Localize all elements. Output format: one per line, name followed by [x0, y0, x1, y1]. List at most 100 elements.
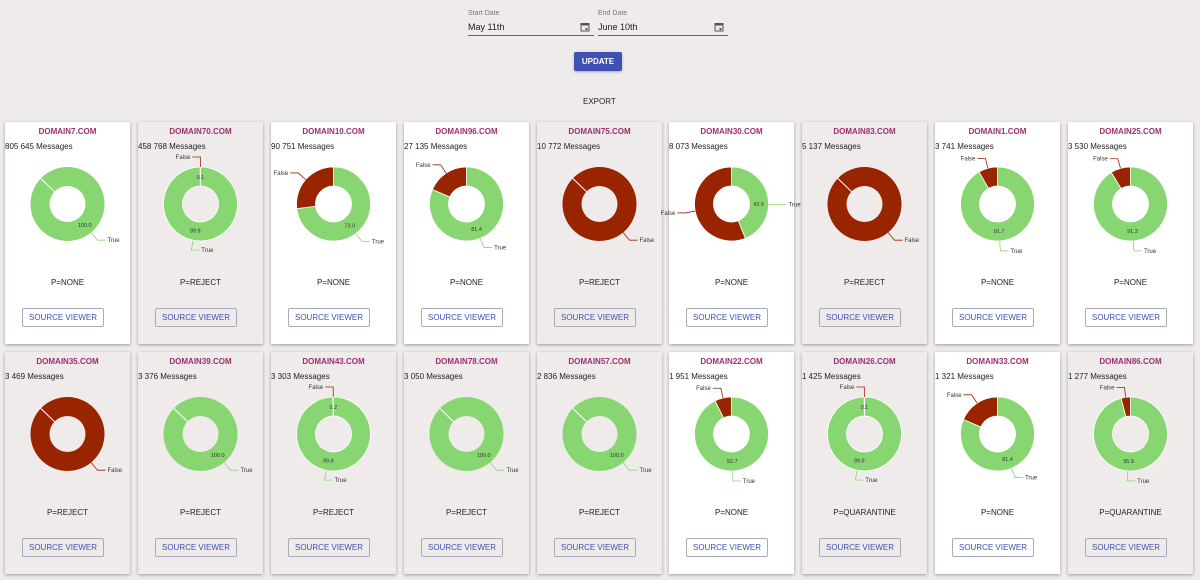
domain-card: DOMAIN83.COM 5 137 Messages False P=REJECT S…	[802, 122, 927, 344]
source-viewer-button[interactable]: SOURCE VIEWER	[155, 308, 237, 327]
calendar-icon[interactable]	[714, 22, 724, 32]
calendar-icon[interactable]	[580, 22, 590, 32]
false-label-leader	[325, 386, 334, 398]
source-viewer-button[interactable]: SOURCE VIEWER	[1085, 308, 1167, 327]
source-viewer-button[interactable]: SOURCE VIEWER	[22, 308, 104, 327]
domain-name[interactable]: DOMAIN7.COM	[38, 127, 97, 136]
donut-slice-true[interactable]	[30, 167, 105, 241]
true-legend-label: True	[107, 238, 120, 244]
pass-fail-donut-chart: True 99.9 False 0.1	[827, 385, 902, 484]
donut-slice-false[interactable]	[1110, 166, 1131, 190]
dmarc-policy: P=NONE	[449, 278, 484, 287]
true-percent-value: 95.9	[1123, 459, 1134, 465]
dmarc-policy: P=REJECT	[312, 508, 355, 517]
pass-fail-donut-chart: True 100.0	[163, 397, 253, 474]
donut-slice-true[interactable]	[296, 166, 371, 242]
donut-slice-false[interactable]	[431, 166, 467, 198]
domain-name[interactable]: DOMAIN33.COM	[966, 357, 1029, 366]
donut-slice-true[interactable]	[827, 396, 902, 472]
domain-name[interactable]: DOMAIN1.COM	[968, 127, 1027, 136]
donut-slice-false[interactable]	[962, 396, 998, 428]
domain-name[interactable]: DOMAIN96.COM	[435, 127, 498, 136]
source-viewer-button[interactable]: SOURCE VIEWER	[421, 308, 503, 327]
source-viewer-button[interactable]: SOURCE VIEWER	[22, 538, 104, 557]
start-date-value[interactable]: May 11th	[468, 22, 505, 32]
pass-fail-donut-chart: True 99.8 False 0.2	[296, 385, 371, 484]
donut-slice-true[interactable]	[163, 166, 238, 242]
domain-name[interactable]: DOMAIN26.COM	[833, 357, 896, 366]
donut-slice-false[interactable]	[714, 396, 732, 419]
donut-slice-true[interactable]	[562, 397, 637, 471]
domain-name[interactable]: DOMAIN35.COM	[36, 357, 99, 366]
source-viewer-button[interactable]: SOURCE VIEWER	[952, 308, 1034, 327]
donut-slice-true[interactable]	[960, 166, 1035, 242]
donut-slice-true[interactable]	[1093, 396, 1168, 472]
donut-slice-true[interactable]	[960, 396, 1035, 472]
end-date-value[interactable]: June 10th	[598, 22, 638, 32]
source-viewer-button[interactable]: SOURCE VIEWER	[155, 538, 237, 557]
dmarc-policy: P=REJECT	[445, 508, 488, 517]
domain-name[interactable]: DOMAIN86.COM	[1099, 357, 1162, 366]
domain-name[interactable]: DOMAIN25.COM	[1099, 127, 1162, 136]
donut-slice-false[interactable]	[30, 397, 105, 471]
true-label-leader	[355, 233, 370, 242]
donut-slice-true[interactable]	[163, 397, 238, 471]
false-label-leader	[856, 386, 865, 398]
date-filter-bar: Start Date May 11th End Date June 10th U…	[0, 0, 1200, 120]
source-viewer-button[interactable]: SOURCE VIEWER	[1085, 538, 1167, 557]
source-viewer-button[interactable]: SOURCE VIEWER	[819, 538, 901, 557]
dmarc-policy: P=REJECT	[179, 508, 222, 517]
false-legend-label: False	[947, 393, 962, 399]
message-count: 458 768 Messages	[138, 142, 206, 151]
source-viewer-button[interactable]: SOURCE VIEWER	[288, 308, 370, 327]
donut-slice-true[interactable]	[1093, 166, 1168, 242]
message-count: 3 741 Messages	[935, 142, 994, 151]
donut-slice-false[interactable]	[827, 167, 902, 241]
domain-name[interactable]: DOMAIN10.COM	[302, 127, 365, 136]
export-link[interactable]: EXPORT	[583, 97, 616, 106]
pass-fail-donut-chart: True 91.7 False	[960, 157, 1035, 255]
true-label-leader	[1132, 240, 1142, 252]
domain-card: DOMAIN57.COM 2 836 Messages True 100.0 P=REJ…	[537, 352, 662, 574]
source-viewer-button[interactable]: SOURCE VIEWER	[288, 538, 370, 557]
donut-slice-false[interactable]	[978, 166, 998, 189]
donut-slice-false[interactable]	[562, 167, 637, 241]
donut-slice-true[interactable]	[694, 396, 769, 472]
source-viewer-button[interactable]: SOURCE VIEWER	[554, 308, 636, 327]
donut-slice-true[interactable]	[429, 166, 504, 242]
donut-slice-false[interactable]	[694, 166, 746, 242]
true-percent-value: 73.0	[344, 224, 355, 230]
update-button[interactable]: UPDATE	[574, 52, 622, 71]
domain-name[interactable]: DOMAIN39.COM	[169, 357, 232, 366]
domain-name[interactable]: DOMAIN30.COM	[700, 127, 763, 136]
slice-separator	[572, 408, 587, 422]
domain-name[interactable]: DOMAIN43.COM	[302, 357, 365, 366]
source-viewer-button[interactable]: SOURCE VIEWER	[554, 538, 636, 557]
donut-slice-true[interactable]	[296, 396, 371, 472]
donut-slice-false[interactable]	[1120, 396, 1131, 418]
domain-name[interactable]: DOMAIN83.COM	[833, 127, 896, 136]
source-viewer-button[interactable]: SOURCE VIEWER	[686, 538, 768, 557]
source-viewer-button[interactable]: SOURCE VIEWER	[819, 308, 901, 327]
domain-name[interactable]: DOMAIN57.COM	[568, 357, 631, 366]
true-legend-label: True	[1144, 249, 1157, 255]
true-label-leader	[732, 470, 741, 482]
source-viewer-button[interactable]: SOURCE VIEWER	[421, 538, 503, 557]
domain-name[interactable]: DOMAIN70.COM	[169, 127, 232, 136]
domain-name[interactable]: DOMAIN75.COM	[568, 127, 631, 136]
pass-fail-donut-chart: True 91.3 False	[1093, 157, 1168, 255]
true-label-leader	[489, 462, 505, 471]
donut-slice-true[interactable]	[731, 166, 769, 239]
start-date-field[interactable]: Start Date May 11th	[468, 10, 594, 36]
source-viewer-button[interactable]: SOURCE VIEWER	[686, 308, 768, 327]
donut-slice-true[interactable]	[429, 397, 504, 471]
domain-name[interactable]: DOMAIN78.COM	[435, 357, 498, 366]
end-date-field[interactable]: End Date June 10th	[598, 10, 728, 36]
true-label-leader	[90, 232, 106, 241]
source-viewer-button[interactable]: SOURCE VIEWER	[952, 538, 1034, 557]
domain-name[interactable]: DOMAIN22.COM	[700, 357, 763, 366]
false-label-leader	[677, 210, 696, 214]
donut-slice-false[interactable]	[296, 166, 334, 210]
domain-card: DOMAIN25.COM 3 530 Messages True 91.3 False P…	[1068, 122, 1193, 344]
